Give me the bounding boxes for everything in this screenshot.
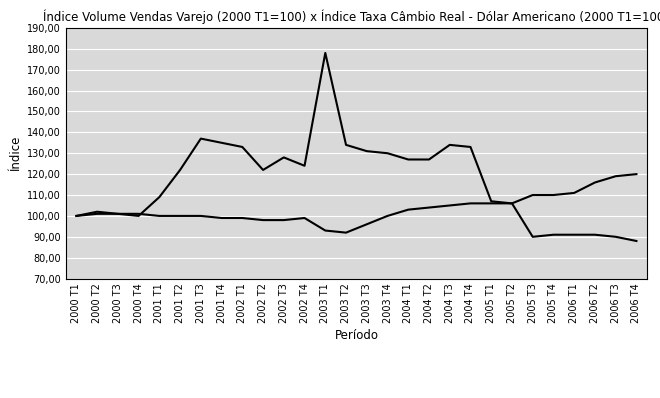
Índ Tx Câmbio Real - Dólar Amer: [238, 144, 246, 149]
Índ Tx Câmbio Real - Dólar Amer: [114, 211, 122, 216]
Índ Tx Câmbio Real - Dólar Amer: [508, 201, 516, 206]
Índice Volume Vendas Varejo: [363, 222, 371, 227]
Índ Tx Câmbio Real - Dólar Amer: [632, 238, 640, 243]
Índ Tx Câmbio Real - Dólar Amer: [405, 157, 412, 162]
Índ Tx Câmbio Real - Dólar Amer: [591, 232, 599, 237]
Índice Volume Vendas Varejo: [591, 180, 599, 185]
Índ Tx Câmbio Real - Dólar Amer: [259, 168, 267, 172]
Índ Tx Câmbio Real - Dólar Amer: [197, 136, 205, 141]
Índice Volume Vendas Varejo: [487, 201, 495, 206]
X-axis label: Período: Período: [335, 329, 378, 342]
Índ Tx Câmbio Real - Dólar Amer: [321, 51, 329, 55]
Índice Volume Vendas Varejo: [238, 216, 246, 220]
Índ Tx Câmbio Real - Dólar Amer: [73, 213, 81, 218]
Índ Tx Câmbio Real - Dólar Amer: [550, 232, 558, 237]
Title: Índice Volume Vendas Varejo (2000 T1=100) x Índice Taxa Câmbio Real - Dólar Amer: Índice Volume Vendas Varejo (2000 T1=100…: [44, 10, 660, 24]
Line: Índ Tx Câmbio Real - Dólar Amer: Índ Tx Câmbio Real - Dólar Amer: [77, 53, 636, 241]
Índice Volume Vendas Varejo: [550, 193, 558, 197]
Índ Tx Câmbio Real - Dólar Amer: [570, 232, 578, 237]
Índ Tx Câmbio Real - Dólar Amer: [529, 234, 537, 239]
Índ Tx Câmbio Real - Dólar Amer: [363, 149, 371, 154]
Índ Tx Câmbio Real - Dólar Amer: [446, 142, 453, 147]
Índ Tx Câmbio Real - Dólar Amer: [425, 157, 433, 162]
Line: Índice Volume Vendas Varejo: Índice Volume Vendas Varejo: [77, 174, 636, 232]
Índ Tx Câmbio Real - Dólar Amer: [383, 151, 391, 156]
Índice Volume Vendas Varejo: [529, 193, 537, 197]
Índice Volume Vendas Varejo: [300, 216, 308, 220]
Índ Tx Câmbio Real - Dólar Amer: [487, 199, 495, 204]
Índice Volume Vendas Varejo: [176, 213, 184, 218]
Índice Volume Vendas Varejo: [218, 216, 226, 220]
Índice Volume Vendas Varejo: [135, 211, 143, 216]
Índ Tx Câmbio Real - Dólar Amer: [218, 140, 226, 145]
Índice Volume Vendas Varejo: [197, 213, 205, 218]
Índ Tx Câmbio Real - Dólar Amer: [342, 142, 350, 147]
Índice Volume Vendas Varejo: [446, 203, 453, 208]
Índ Tx Câmbio Real - Dólar Amer: [612, 234, 620, 239]
Y-axis label: Índice: Índice: [9, 136, 22, 171]
Índice Volume Vendas Varejo: [612, 174, 620, 179]
Índice Volume Vendas Varejo: [383, 213, 391, 218]
Índice Volume Vendas Varejo: [259, 218, 267, 222]
Índice Volume Vendas Varejo: [280, 218, 288, 222]
Índice Volume Vendas Varejo: [467, 201, 475, 206]
Índice Volume Vendas Varejo: [342, 230, 350, 235]
Índ Tx Câmbio Real - Dólar Amer: [300, 163, 308, 168]
Índice Volume Vendas Varejo: [425, 205, 433, 210]
Índice Volume Vendas Varejo: [73, 213, 81, 218]
Índ Tx Câmbio Real - Dólar Amer: [135, 213, 143, 218]
Índ Tx Câmbio Real - Dólar Amer: [467, 144, 475, 149]
Índice Volume Vendas Varejo: [508, 201, 516, 206]
Índ Tx Câmbio Real - Dólar Amer: [93, 209, 101, 214]
Índ Tx Câmbio Real - Dólar Amer: [280, 155, 288, 160]
Índice Volume Vendas Varejo: [155, 213, 163, 218]
Índ Tx Câmbio Real - Dólar Amer: [176, 168, 184, 172]
Índice Volume Vendas Varejo: [114, 211, 122, 216]
Índice Volume Vendas Varejo: [321, 228, 329, 233]
Índice Volume Vendas Varejo: [632, 172, 640, 177]
Índice Volume Vendas Varejo: [93, 211, 101, 216]
Índice Volume Vendas Varejo: [570, 191, 578, 195]
Índice Volume Vendas Varejo: [405, 207, 412, 212]
Índ Tx Câmbio Real - Dólar Amer: [155, 195, 163, 199]
